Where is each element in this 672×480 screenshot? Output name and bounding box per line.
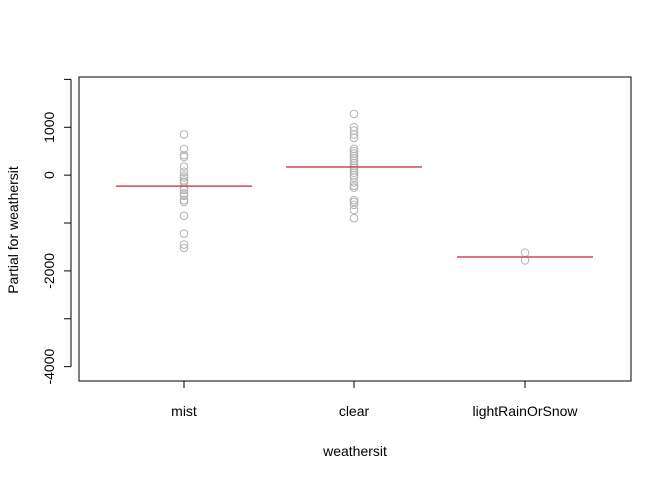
y-axis-label: Partial for weathersit xyxy=(5,166,21,294)
residual-points xyxy=(179,109,530,265)
y-tick-label: -4000 xyxy=(41,349,57,385)
residual-point xyxy=(349,168,359,178)
y-tick-label: 1000 xyxy=(41,111,57,142)
residual-point xyxy=(349,173,359,182)
residual-point xyxy=(179,243,189,253)
residual-point xyxy=(349,130,359,139)
residual-point xyxy=(179,229,189,238)
residual-point xyxy=(179,211,189,221)
residual-point xyxy=(179,144,189,154)
residual-point xyxy=(349,200,359,210)
residual-point xyxy=(349,183,359,192)
partial-lines xyxy=(116,166,593,258)
residual-point xyxy=(179,167,189,177)
residual-point xyxy=(520,248,530,257)
y-axis: -4000 -2000 0 1000 xyxy=(41,78,72,385)
residual-point xyxy=(349,109,359,119)
residual-point xyxy=(349,213,359,223)
residual-point xyxy=(349,178,359,187)
x-tick-label: clear xyxy=(339,403,370,419)
residual-point xyxy=(179,189,189,198)
residual-point xyxy=(349,205,359,215)
x-tick-label: lightRainOrSnow xyxy=(472,403,578,419)
y-tick-label: 0 xyxy=(41,171,57,179)
residual-point xyxy=(179,240,189,249)
residual-point xyxy=(179,173,189,182)
residual-point xyxy=(179,130,189,139)
residual-point xyxy=(179,197,189,207)
plot-box xyxy=(78,76,632,382)
residual-point xyxy=(179,152,189,162)
x-tick-label: mist xyxy=(171,403,197,419)
residual-point xyxy=(179,183,189,192)
residual-point xyxy=(179,191,189,201)
residual-point xyxy=(349,197,359,207)
residual-point xyxy=(349,133,359,143)
y-tick-label: -2000 xyxy=(41,253,57,289)
x-axis-label: weathersit xyxy=(322,443,387,459)
x-axis: mist clear lightRainOrSnow xyxy=(171,380,578,419)
residual-point xyxy=(179,162,189,171)
